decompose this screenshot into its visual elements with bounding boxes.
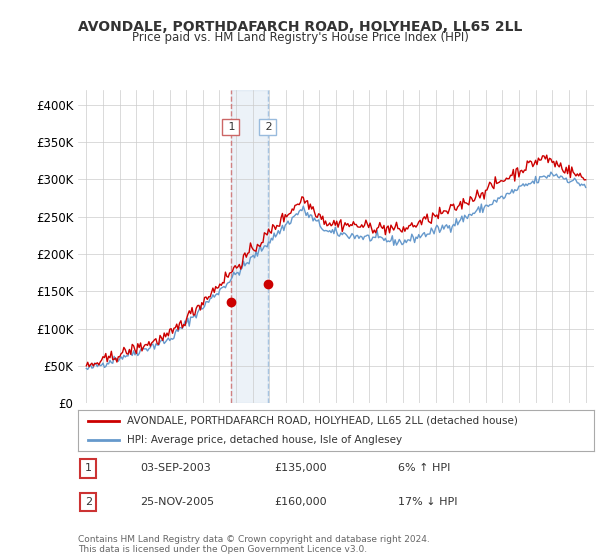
Bar — [230, 90, 268, 403]
Text: HPI: Average price, detached house, Isle of Anglesey: HPI: Average price, detached house, Isle… — [127, 435, 402, 445]
Text: Price paid vs. HM Land Registry's House Price Index (HPI): Price paid vs. HM Land Registry's House … — [131, 31, 469, 44]
Text: Contains HM Land Registry data © Crown copyright and database right 2024.
This d: Contains HM Land Registry data © Crown c… — [78, 535, 430, 554]
Text: 2: 2 — [262, 122, 273, 132]
Text: 1: 1 — [226, 122, 236, 132]
Text: 1: 1 — [85, 463, 92, 473]
Text: £160,000: £160,000 — [274, 497, 327, 507]
Text: AVONDALE, PORTHDAFARCH ROAD, HOLYHEAD, LL65 2LL: AVONDALE, PORTHDAFARCH ROAD, HOLYHEAD, L… — [78, 20, 522, 34]
Text: 17% ↓ HPI: 17% ↓ HPI — [398, 497, 457, 507]
Text: 2: 2 — [85, 497, 92, 507]
Text: £135,000: £135,000 — [274, 463, 327, 473]
Text: 03-SEP-2003: 03-SEP-2003 — [140, 463, 211, 473]
Text: AVONDALE, PORTHDAFARCH ROAD, HOLYHEAD, LL65 2LL (detached house): AVONDALE, PORTHDAFARCH ROAD, HOLYHEAD, L… — [127, 416, 518, 426]
Text: 25-NOV-2005: 25-NOV-2005 — [140, 497, 214, 507]
Text: 6% ↑ HPI: 6% ↑ HPI — [398, 463, 450, 473]
